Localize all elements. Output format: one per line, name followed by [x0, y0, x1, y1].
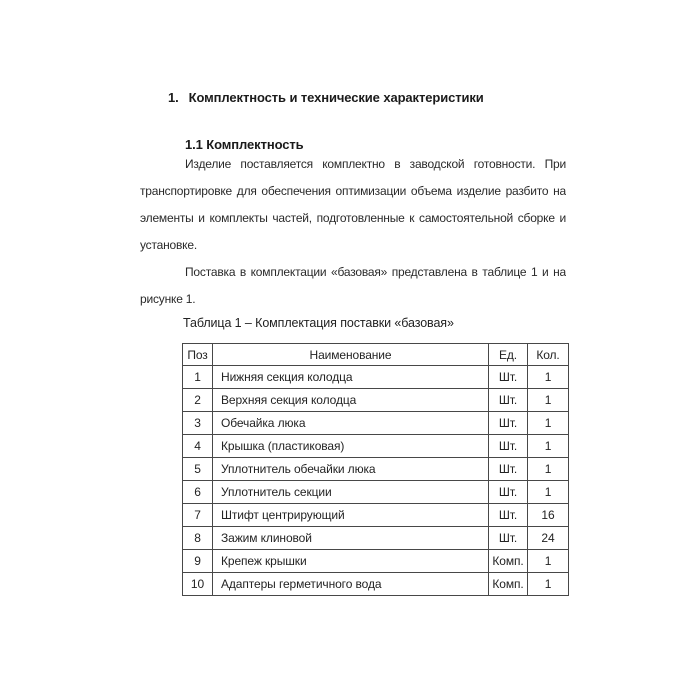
section-heading-text: Комплектность и технические характеристи…: [188, 90, 484, 105]
table-cell: 1: [182, 365, 213, 389]
table-cell: Комп.: [488, 572, 528, 596]
section-heading: 1. Комплектность и технические характерис…: [168, 90, 484, 105]
table-cell: 2: [182, 388, 213, 412]
column-header: Кол.: [527, 343, 569, 366]
table-header-row: Поз Наименование Ед. Кол.: [182, 343, 569, 366]
paragraph-line: установке.: [140, 238, 197, 252]
table-cell: 7: [182, 503, 213, 527]
table-row: 3 Обечайка люка Шт. 1: [182, 411, 569, 435]
table-row: 5 Уплотнитель обечайки люка Шт. 1: [182, 457, 569, 481]
section-heading-number: 1.: [168, 90, 179, 105]
table-cell: 1: [527, 365, 569, 389]
table-cell: 1: [527, 411, 569, 435]
table-cell: Обечайка люка: [212, 411, 489, 435]
table-cell: 3: [182, 411, 213, 435]
column-header: Ед.: [488, 343, 528, 366]
table-cell: 5: [182, 457, 213, 481]
table-cell: 1: [527, 572, 569, 596]
table-cell: Комп.: [488, 549, 528, 573]
table-cell: Крышка (пластиковая): [212, 434, 489, 458]
table-cell: Шт.: [488, 503, 528, 527]
table-row: 1 Нижняя секция колодца Шт. 1: [182, 365, 569, 389]
paragraph-line: Изделие поставляется комплектно в заводс…: [185, 157, 566, 171]
table-cell: Шт.: [488, 365, 528, 389]
table-cell: Верхняя секция колодца: [212, 388, 489, 412]
table-cell: 4: [182, 434, 213, 458]
table-cell: 10: [182, 572, 213, 596]
table-cell: Уплотнитель обечайки люка: [212, 457, 489, 481]
table-cell: 8: [182, 526, 213, 550]
table-cell: Шт.: [488, 457, 528, 481]
table-cell: Зажим клиновой: [212, 526, 489, 550]
table-cell: 16: [527, 503, 569, 527]
table-cell: Штифт центрирующий: [212, 503, 489, 527]
paragraph-line: транспортировке для обеспечения оптимиза…: [140, 184, 566, 198]
paragraph-line: рисунке 1.: [140, 292, 196, 306]
paragraph-line: Поставка в комплектации «базовая» предст…: [185, 265, 566, 279]
table-row: 10 Адаптеры герметичного вода Комп. 1: [182, 572, 569, 596]
table-row: 9 Крепеж крышки Комп. 1: [182, 549, 569, 573]
table-cell: Шт.: [488, 388, 528, 412]
table-cell: 9: [182, 549, 213, 573]
table-cell: Шт.: [488, 411, 528, 435]
table-cell: Адаптеры герметичного вода: [212, 572, 489, 596]
table-row: 7 Штифт центрирующий Шт. 16: [182, 503, 569, 527]
paragraph: Изделие поставляется комплектно в заводс…: [140, 151, 566, 259]
paragraph-line: элементы и комплекты частей, подготовлен…: [140, 211, 566, 225]
table-cell: Шт.: [488, 526, 528, 550]
table-cell: 24: [527, 526, 569, 550]
table-cell: Уплотнитель секции: [212, 480, 489, 504]
column-header: Наименование: [212, 343, 489, 366]
table-row: 8 Зажим клиновой Шт. 24: [182, 526, 569, 550]
table-cell: 1: [527, 434, 569, 458]
table-cell: Нижняя секция колодца: [212, 365, 489, 389]
table-row: 2 Верхняя секция колодца Шт. 1: [182, 388, 569, 412]
table-cell: 1: [527, 388, 569, 412]
table-row: 4 Крышка (пластиковая) Шт. 1: [182, 434, 569, 458]
table-cell: 1: [527, 457, 569, 481]
table-cell: 1: [527, 549, 569, 573]
column-header: Поз: [182, 343, 213, 366]
table-cell: Крепеж крышки: [212, 549, 489, 573]
table-body: 1 Нижняя секция колодца Шт. 1 2 Верхняя секци…: [182, 365, 569, 596]
table-cell: Шт.: [488, 480, 528, 504]
table-caption: Таблица 1 – Комплектация поставки «базов…: [183, 316, 454, 330]
parts-table: Поз Наименование Ед. Кол. 1 Нижняя секция ко…: [182, 343, 569, 596]
table-cell: Шт.: [488, 434, 528, 458]
table-row: 6 Уплотнитель секции Шт. 1: [182, 480, 569, 504]
table-cell: 6: [182, 480, 213, 504]
paragraph: Поставка в комплектации «базовая» предст…: [140, 259, 566, 313]
table-cell: 1: [527, 480, 569, 504]
subsection-heading: 1.1 Комплектность: [185, 137, 304, 152]
